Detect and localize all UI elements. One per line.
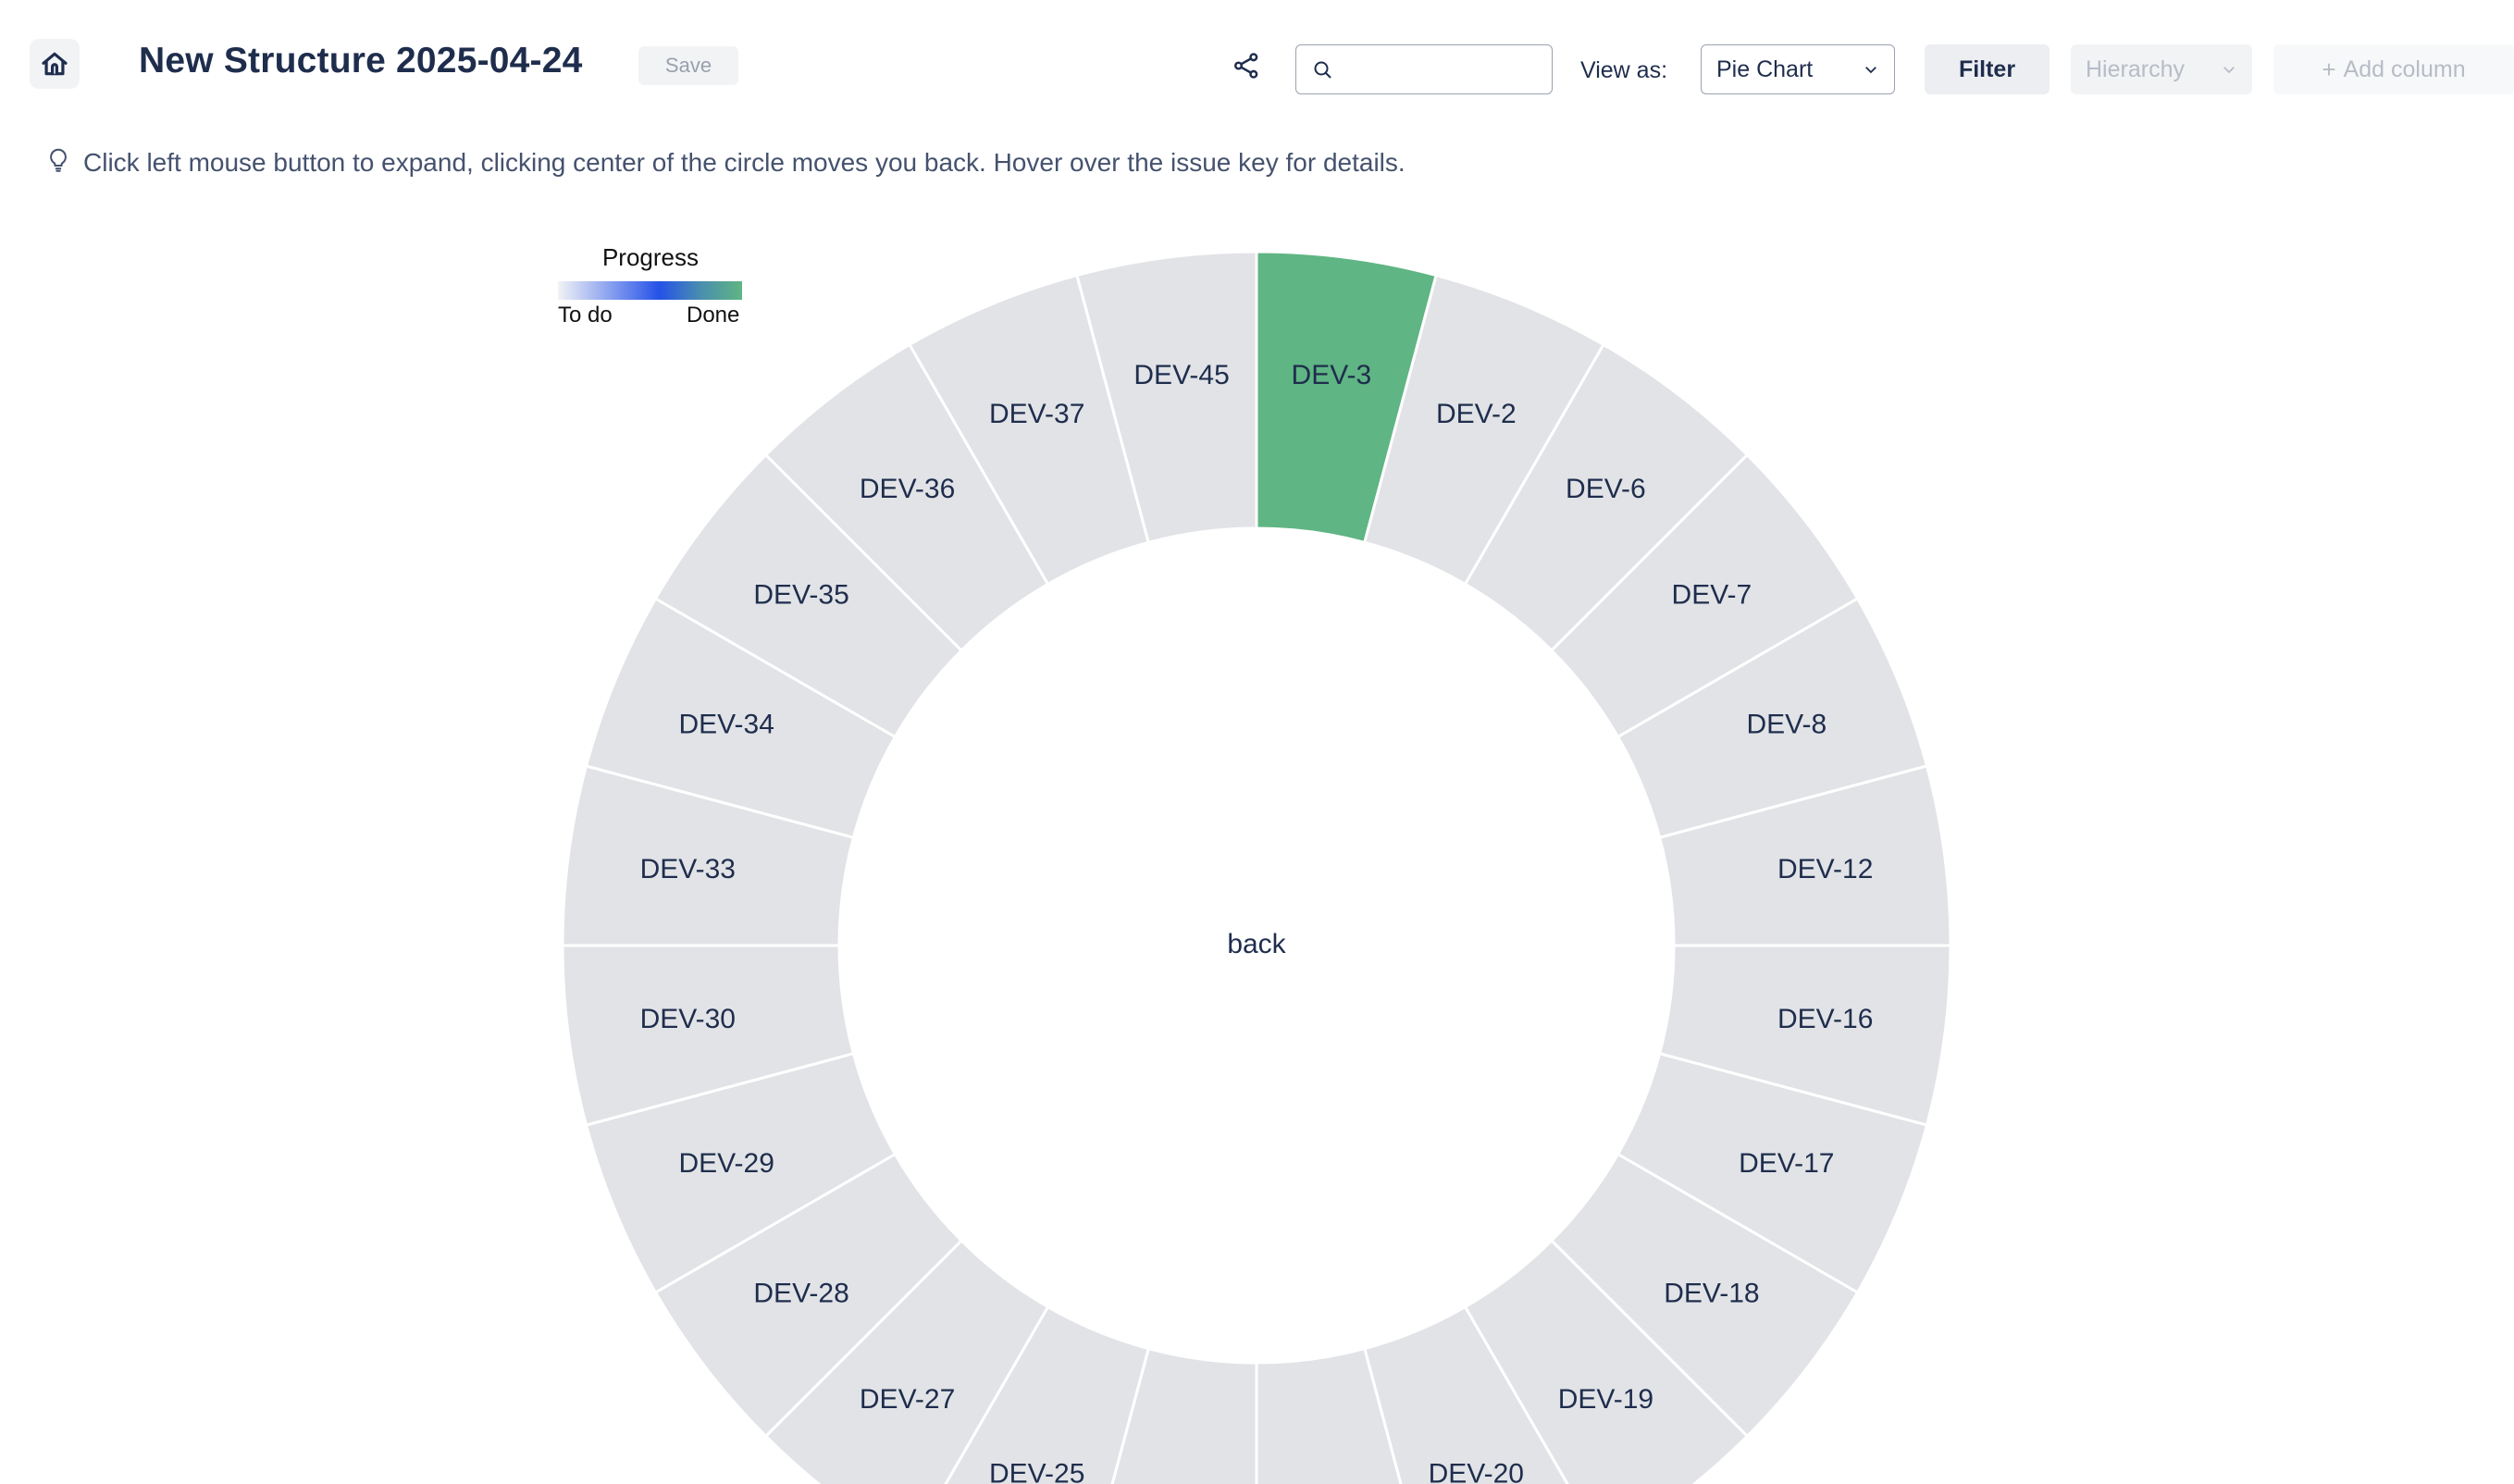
svg-text:DEV-27: DEV-27 [860,1384,955,1415]
svg-text:DEV-33: DEV-33 [640,854,736,884]
svg-text:DEV-25: DEV-25 [989,1459,1084,1484]
svg-text:DEV-18: DEV-18 [1664,1278,1759,1308]
svg-text:DEV-3: DEV-3 [1292,360,1372,390]
svg-text:DEV-17: DEV-17 [1739,1148,1834,1179]
svg-text:DEV-34: DEV-34 [679,710,774,740]
svg-text:DEV-37: DEV-37 [989,399,1084,429]
svg-text:DEV-2: DEV-2 [1436,399,1517,429]
svg-text:DEV-20: DEV-20 [1429,1459,1524,1484]
svg-text:DEV-30: DEV-30 [640,1004,736,1034]
svg-text:DEV-45: DEV-45 [1133,360,1229,390]
svg-text:DEV-29: DEV-29 [679,1148,774,1179]
svg-text:DEV-12: DEV-12 [1777,854,1873,884]
svg-text:DEV-7: DEV-7 [1672,580,1752,611]
svg-text:DEV-35: DEV-35 [753,580,848,611]
svg-text:DEV-36: DEV-36 [860,474,955,504]
svg-text:DEV-28: DEV-28 [753,1278,848,1308]
svg-text:DEV-19: DEV-19 [1558,1384,1653,1415]
svg-text:DEV-16: DEV-16 [1777,1004,1873,1034]
svg-text:DEV-6: DEV-6 [1566,474,1646,504]
svg-text:back: back [1227,929,1286,959]
svg-text:DEV-8: DEV-8 [1746,710,1827,740]
